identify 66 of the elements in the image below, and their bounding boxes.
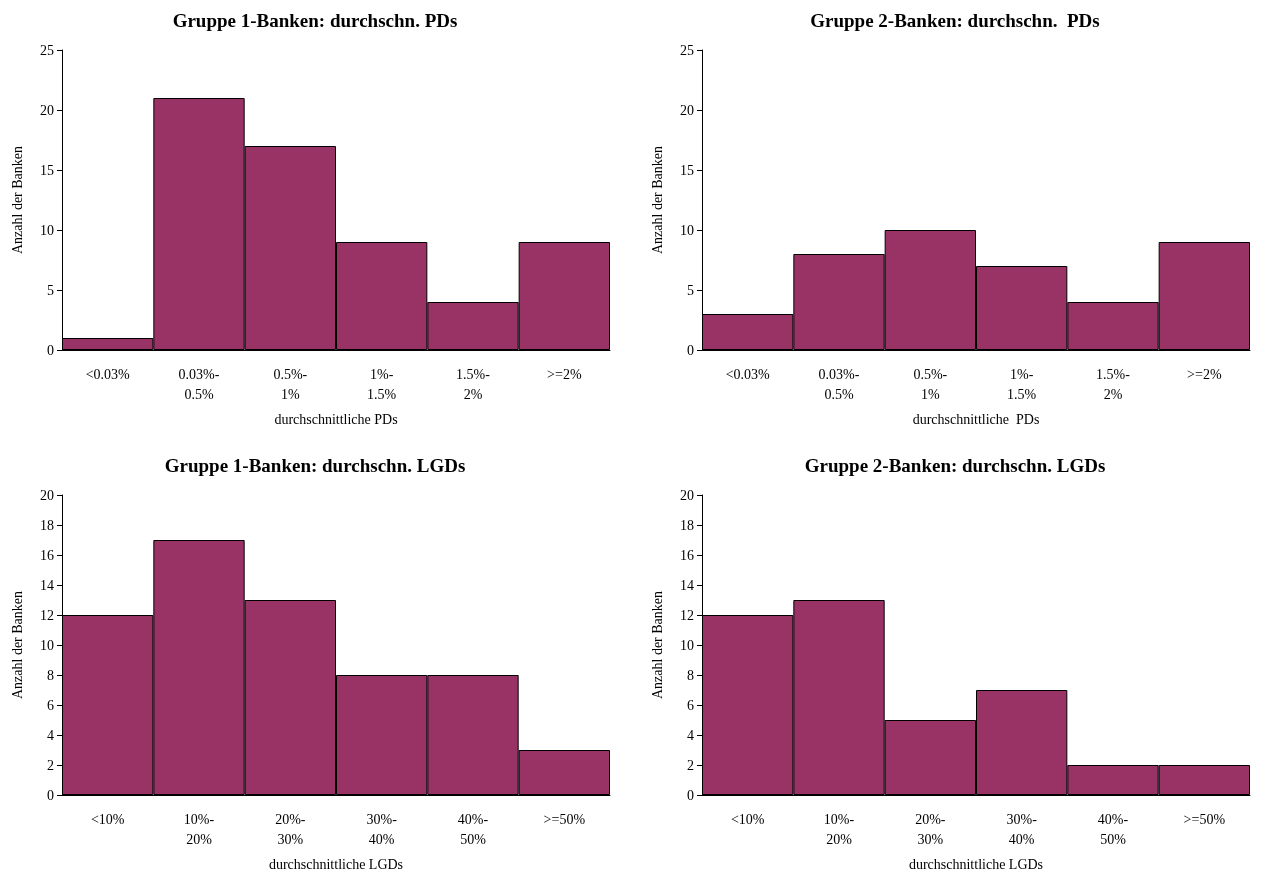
- x-axis-title: durchschnittliche LGDs: [268, 856, 404, 872]
- y-tick-label: 16: [40, 547, 54, 563]
- y-tick-label: 10: [680, 222, 694, 238]
- x-tick-label: >=2%: [547, 366, 582, 382]
- x-tick-label: 1%- 1.5%: [367, 366, 397, 402]
- x-tick-label: <10%: [90, 811, 125, 827]
- y-tick-label: 4: [47, 727, 54, 743]
- x-tick-label: >=50%: [1183, 811, 1226, 827]
- x-tick-label: 30%- 40%: [366, 811, 398, 847]
- chart-title: Gruppe 2-Banken: durchschn. LGDs: [804, 455, 1106, 476]
- y-tick-label: 10: [40, 222, 54, 238]
- x-tick-label: 1.5%- 2%: [456, 366, 491, 402]
- x-tick-label: >=50%: [543, 811, 586, 827]
- y-tick-label: 16: [680, 547, 694, 563]
- x-tick-label: 10%- 20%: [823, 811, 855, 847]
- y-tick-label: 10: [40, 637, 54, 653]
- y-tick-label: 6: [47, 697, 54, 713]
- x-tick-label: >=2%: [1187, 366, 1222, 382]
- y-tick-label: 0: [687, 787, 694, 803]
- y-tick-label: 2: [687, 757, 694, 773]
- y-tick-label: 12: [680, 607, 694, 623]
- x-axis-title: durchschnittliche PDs: [912, 411, 1040, 427]
- y-tick-label: 10: [680, 637, 694, 653]
- y-tick-label: 15: [680, 162, 694, 178]
- x-axis-title: durchschnittliche LGDs: [908, 856, 1044, 872]
- y-tick-label: 12: [40, 607, 54, 623]
- x-tick-label: 1%- 1.5%: [1007, 366, 1037, 402]
- y-tick-label: 25: [40, 42, 54, 58]
- x-tick-label: 0.03%- 0.5%: [818, 366, 860, 402]
- y-tick-label: 18: [680, 517, 694, 533]
- y-tick-label: 0: [687, 342, 694, 358]
- y-tick-label: 14: [40, 577, 54, 593]
- y-tick-label: 8: [47, 667, 54, 683]
- chart-title: Gruppe 1-Banken: durchschn. LGDs: [164, 455, 466, 476]
- y-tick-label: 0: [47, 342, 54, 358]
- x-tick-label: 30%- 40%: [1006, 811, 1038, 847]
- y-tick-label: 2: [47, 757, 54, 773]
- y-tick-label: 14: [680, 577, 694, 593]
- chart-title: Gruppe 1-Banken: durchschn. PDs: [172, 10, 458, 31]
- x-tick-label: 1.5%- 2%: [1096, 366, 1131, 402]
- y-axis-title: Anzahl der Banken: [649, 590, 665, 700]
- y-tick-label: 18: [40, 517, 54, 533]
- y-tick-label: 5: [687, 282, 694, 298]
- y-tick-label: 20: [40, 487, 54, 503]
- x-tick-label: <0.03%: [85, 366, 131, 382]
- y-axis-title: Anzahl der Banken: [9, 590, 25, 700]
- x-tick-label: 40%- 50%: [457, 811, 489, 847]
- y-tick-label: 6: [687, 697, 694, 713]
- y-tick-label: 15: [40, 162, 54, 178]
- y-tick-label: 20: [680, 487, 694, 503]
- y-axis-title: Anzahl der Banken: [9, 145, 25, 255]
- x-tick-label: 10%- 20%: [183, 811, 215, 847]
- y-tick-label: 8: [687, 667, 694, 683]
- x-tick-label: 0.03%- 0.5%: [178, 366, 220, 402]
- y-tick-label: 4: [687, 727, 694, 743]
- x-tick-label: 40%- 50%: [1097, 811, 1129, 847]
- x-axis-title: durchschnittliche PDs: [274, 411, 398, 427]
- y-tick-label: 20: [40, 102, 54, 118]
- y-tick-label: 0: [47, 787, 54, 803]
- x-tick-label: <0.03%: [725, 366, 771, 382]
- y-tick-label: 5: [47, 282, 54, 298]
- y-axis-title: Anzahl der Banken: [649, 145, 665, 255]
- x-tick-label: <10%: [730, 811, 765, 827]
- y-tick-label: 20: [680, 102, 694, 118]
- y-tick-label: 25: [680, 42, 694, 58]
- chart-title: Gruppe 2-Banken: durchschn. PDs: [810, 10, 1100, 31]
